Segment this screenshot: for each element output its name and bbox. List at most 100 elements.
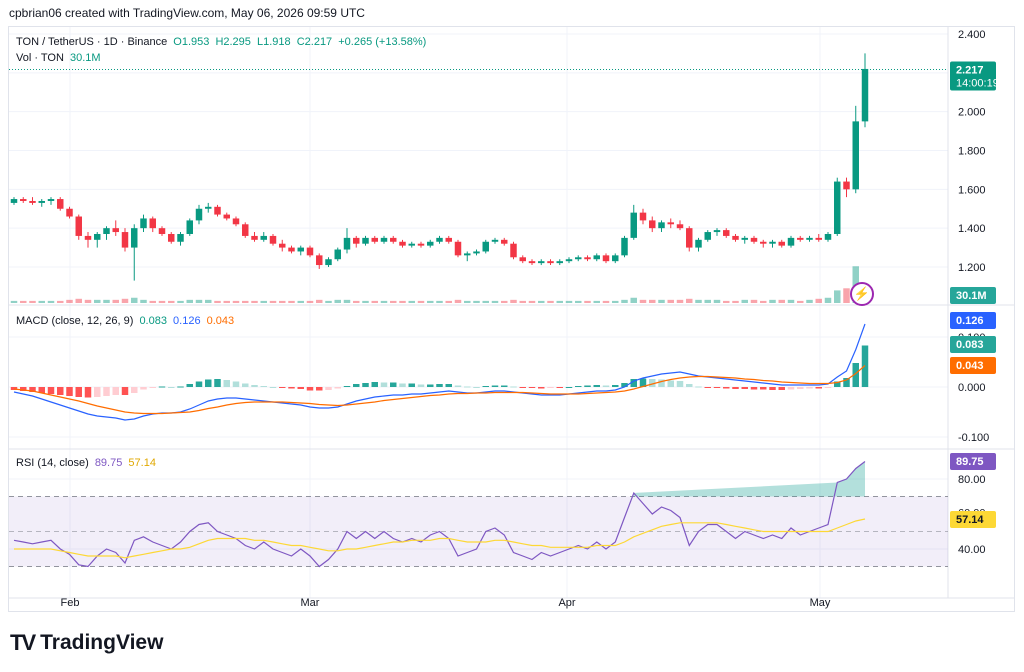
candle-body	[10, 199, 18, 203]
candle-body	[251, 235, 258, 240]
volume-bar	[510, 299, 517, 303]
candle-body	[232, 218, 240, 225]
footer-logo[interactable]: TV TradingView	[10, 630, 163, 656]
close-value: C2.217	[296, 36, 333, 48]
macd-histogram-bar	[528, 387, 536, 388]
macd-histogram-bar	[251, 385, 258, 387]
candle-body	[639, 212, 647, 221]
volume-bar	[584, 300, 591, 303]
macd-histogram-bar	[815, 387, 822, 389]
candle-body	[112, 228, 119, 233]
candle-body	[103, 228, 110, 234]
volume-bar	[353, 300, 360, 303]
volume-value: 30.1M	[69, 52, 101, 64]
price-tick-label: 2.400	[958, 29, 986, 41]
macd-histogram-bar	[824, 387, 832, 388]
volume-bar	[306, 300, 314, 303]
volume-bar	[75, 298, 82, 303]
volume-bar	[47, 300, 55, 303]
volume-bar	[140, 299, 147, 303]
candle-body	[760, 241, 767, 244]
symbol-label[interactable]: TON / TetherUS · 1D · Binance	[16, 36, 168, 48]
candle-body	[436, 237, 443, 242]
macd-hist-value: 0.083	[139, 315, 167, 327]
volume-bar	[445, 300, 452, 303]
macd-histogram-bar	[399, 383, 406, 387]
candle-body	[417, 243, 425, 246]
candle-body	[547, 261, 554, 264]
candle-body	[732, 235, 739, 240]
macd-histogram-bar	[297, 387, 304, 389]
macd-histogram-bar	[658, 379, 665, 387]
candle-body	[575, 257, 582, 260]
macd-histogram-bar	[612, 385, 619, 387]
candle-body	[667, 222, 674, 225]
last-price-badge-text: 2.217	[956, 65, 984, 77]
volume-bar	[112, 299, 119, 303]
volume-bar	[232, 300, 240, 303]
volume-bar	[214, 300, 221, 303]
rsi-ma-value: 57.14	[128, 457, 156, 469]
volume-bar	[168, 300, 175, 303]
macd-histogram-bar	[66, 387, 73, 396]
candle-body	[852, 121, 859, 190]
rsi-label[interactable]: RSI (14, close)	[16, 457, 89, 469]
candle-body	[621, 237, 628, 256]
rsi-line	[13, 461, 866, 568]
volume-bar	[195, 299, 203, 303]
macd-histogram-bar	[741, 387, 748, 389]
volume-bar	[288, 300, 295, 303]
macd-histogram-bar	[427, 384, 434, 387]
volume-bar	[390, 300, 397, 303]
candle-body	[861, 68, 869, 122]
volume-bar	[343, 299, 351, 303]
candle-body	[584, 257, 591, 260]
volume-bar	[131, 297, 138, 303]
lightning-icon[interactable]: ⚡	[850, 282, 874, 306]
candle-body	[260, 235, 267, 240]
macd-histogram-bar	[186, 384, 193, 387]
time-tick-label: Mar	[301, 597, 320, 609]
candle-body	[38, 200, 45, 203]
candle-body	[205, 206, 212, 209]
macd-histogram-bar	[732, 387, 739, 389]
volume-bar	[834, 290, 841, 303]
volume-bar	[103, 299, 110, 303]
macd-legend: MACD (close, 12, 26, 9) 0.083 0.126 0.04…	[16, 315, 237, 327]
macd-histogram-bar	[47, 387, 55, 394]
macd-label[interactable]: MACD (close, 12, 26, 9)	[16, 315, 134, 327]
rsi-badge-text: 89.75	[956, 456, 984, 468]
price-tick-label: 2.000	[958, 107, 986, 119]
candle-body	[538, 261, 545, 264]
candle-body	[843, 181, 850, 190]
macd-histogram-bar	[806, 387, 813, 389]
candle-body	[686, 228, 693, 248]
volume-bar	[436, 300, 443, 303]
candle-body	[491, 239, 499, 242]
candle-body	[306, 247, 314, 256]
macd-histogram-bar	[343, 386, 351, 387]
candle-body	[121, 232, 129, 248]
macd-histogram-bar	[371, 382, 378, 387]
candle-body	[464, 253, 471, 256]
candle-body	[797, 237, 804, 240]
candle-body	[806, 237, 813, 240]
candle-body	[473, 251, 480, 254]
volume-bar	[279, 300, 286, 303]
candle-body	[371, 237, 378, 242]
macd-histogram-bar	[454, 385, 462, 387]
macd-histogram-bar	[149, 387, 156, 388]
macd-signal-value: 0.043	[206, 315, 235, 327]
candle-body	[630, 212, 637, 238]
candle-body	[195, 208, 203, 221]
macd-histogram-bar	[269, 387, 277, 388]
main-legend: TON / TetherUS · 1D · Binance O1.953 H2.…	[16, 36, 429, 48]
volume-label[interactable]: Vol · TON	[16, 52, 64, 64]
macd-hist-badge	[950, 336, 996, 353]
volume-bar	[186, 299, 193, 303]
chart-frame	[8, 26, 1015, 612]
candle-body	[343, 237, 351, 250]
macd-histogram-bar	[584, 385, 591, 387]
volume-bar	[538, 300, 545, 303]
